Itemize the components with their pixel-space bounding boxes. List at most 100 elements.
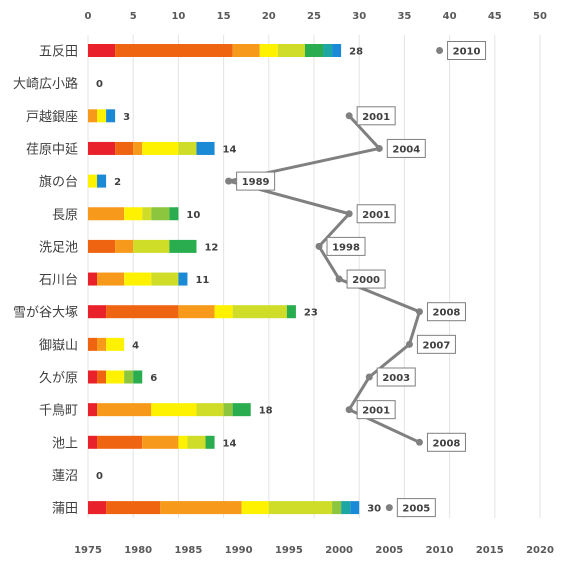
bar-segment [133,370,143,384]
category-label: 旗の台 [39,174,78,190]
year-label: 2005 [396,498,436,518]
bar-segment [88,501,107,515]
year-marker [415,438,423,446]
top-tick-label: 5 [130,11,137,22]
bottom-axis-ticks: 1975 1980 1985 1990 1995 2000 2005 2010 2015 2020 [74,545,554,556]
year-marker [315,242,323,250]
bar-total-label: 11 [195,275,209,286]
year-label: 2003 [376,367,416,387]
bar-segment [88,370,98,384]
bar-segment [115,141,134,155]
bar-segment [341,501,351,515]
bar-segment [97,109,107,123]
year-marker [385,504,393,512]
top-tick-label: 30 [352,11,366,22]
bar-segment [142,141,179,155]
bar-segment [97,370,107,384]
bar-segment [124,272,152,286]
category-label: 戸越銀座 [26,110,78,125]
bottom-tick-label: 1990 [225,545,253,556]
year-label: 2001 [356,204,396,224]
bar-segment [268,501,333,515]
bar-total-label: 28 [349,47,363,58]
year-label-box [376,367,416,387]
bar-segment [178,272,188,286]
bar-total-label: 14 [223,144,237,155]
bar-total-label: 12 [204,242,218,253]
bar-total-label: 3 [123,112,130,123]
bar-segment [88,435,98,449]
year-label-box [356,400,396,420]
year-label-text: 1989 [242,177,270,188]
top-axis-ticks: 0 5 10 15 20 25 30 35 40 45 50 [85,11,547,22]
category-label: 蒲田 [52,502,78,517]
year-marker [335,275,343,283]
bar-segment [151,403,197,417]
category-label: 大崎広小路 [13,76,78,92]
year-line-path [227,114,421,444]
bar-segment [97,403,152,417]
bar-total-label: 23 [304,308,318,319]
category-labels: 五反田大崎広小路戸越銀座荏原中延旗の台長原洗足池石川台雪が谷大塚御嶽山久が原千鳥… [13,45,78,517]
bar-total-label: 10 [186,210,200,221]
bar-total-label: 18 [259,406,273,417]
year-label-text: 2001 [362,210,390,221]
year-label-text: 2003 [382,373,410,384]
bottom-tick-label: 1995 [275,545,303,556]
bar-segment [88,403,98,417]
bar-segment [151,207,170,221]
bar-segment [88,337,98,351]
year-label-box [426,432,466,452]
bar-segment [142,207,152,221]
bar-segment [332,501,342,515]
year-marker [405,340,413,348]
year-label-box [346,269,386,289]
bar-segment [88,207,125,221]
bar-segment [124,207,143,221]
year-label-text: 2004 [392,144,420,155]
category-label: 御嶽山 [39,338,78,353]
bar-segment [106,109,116,123]
bar-segment [88,272,98,286]
bottom-tick-label: 2010 [426,545,454,556]
year-marker [415,308,423,316]
bar-segment [187,435,206,449]
category-label: 雪が谷大塚 [13,306,78,321]
year-label-text: 2001 [362,406,390,417]
year-label-text: 2010 [453,47,481,58]
bar-segment [106,501,161,515]
year-marker [365,373,373,381]
bar-segment [323,44,333,57]
stacked-bars [88,44,360,515]
bar-segment [88,239,116,253]
bar-segment [232,403,251,417]
bottom-tick-label: 2015 [476,545,504,556]
category-label: 長原 [52,208,78,223]
bar-segment [232,305,287,319]
bar-segment [142,435,179,449]
top-tick-label: 10 [171,11,185,22]
year-label-box [386,138,426,158]
year-label-text: 2008 [433,438,461,449]
bar-segment [169,207,179,221]
bar-segment [115,239,134,253]
bar-segment [97,174,107,188]
category-label: 久が原 [39,371,78,386]
category-label: 荏原中延 [26,142,78,157]
bar-segment [196,403,224,417]
bar-total-label: 30 [367,504,381,515]
bar-segment [169,239,197,253]
bottom-tick-label: 1980 [124,545,152,556]
year-label-text: 2008 [433,308,461,319]
bar-total-label: 14 [223,438,237,449]
category-label: 千鳥町 [39,404,78,419]
year-line-series: 2010 2001 2004 1989 2001 1998 2000 2008 2007 2003… [225,41,487,518]
bar-total-label: 4 [132,340,139,351]
bar-segment [178,141,197,155]
bar-total-label: 0 [96,79,103,90]
year-label-box [326,236,366,256]
top-tick-label: 20 [262,11,276,22]
top-tick-label: 40 [443,11,457,22]
bottom-tick-label: 1985 [175,545,203,556]
category-label: 洗足池 [39,240,78,255]
